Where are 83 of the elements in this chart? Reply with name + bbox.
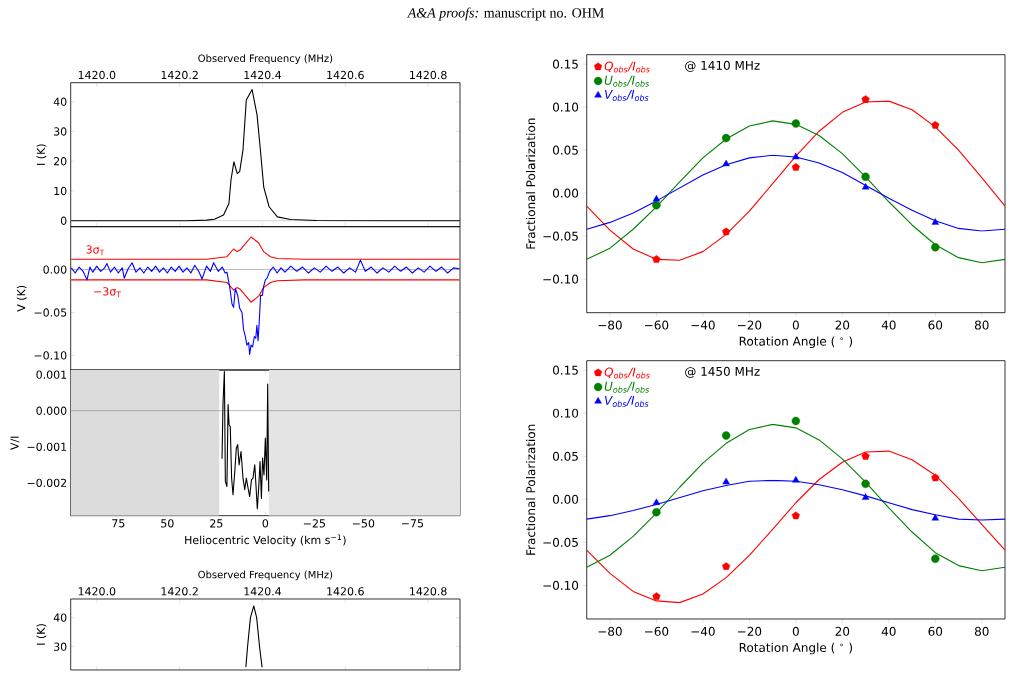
- x-tick-label: −75: [401, 519, 423, 528]
- x-tick-label: −20: [737, 626, 762, 636]
- y-tick-label: 0.000: [36, 406, 67, 415]
- y-tick-label: 40: [53, 613, 67, 622]
- y-tick-label: −0.05: [34, 308, 67, 317]
- x-tick-label: 1420.4: [244, 70, 282, 80]
- x-tick-label: 20: [835, 626, 850, 636]
- y-tick-label: 0.00: [552, 494, 579, 504]
- x-tick-label: −25: [303, 519, 325, 528]
- x-tick-label: −20: [737, 320, 762, 330]
- legend-label: Q$_{obs}$/I$_{obs}$: [604, 367, 650, 379]
- y-tick-label: 10: [54, 186, 67, 196]
- x-tick-label: 40: [881, 320, 896, 330]
- y-axis-title: V (K): [16, 285, 27, 312]
- x-tick-label: 40: [881, 626, 896, 636]
- x-tick-label: 75: [112, 519, 125, 528]
- x-axis-title: Heliocentric Velocity (km s$^{−1}$): [185, 534, 346, 547]
- y-tick-label: 30: [54, 127, 67, 136]
- x-tick-label: −80: [598, 626, 622, 636]
- y-tick-label: 0.15: [552, 365, 578, 375]
- x-axis-title: Observed Frequency (MHz): [198, 570, 333, 581]
- y-tick-label: −0.001: [27, 442, 67, 451]
- x-tick-label: 1420.8: [410, 70, 447, 80]
- y-tick-label: −0.10: [543, 580, 579, 590]
- y-axis-title: V/I: [10, 436, 20, 450]
- x-tick-label: −60: [645, 626, 669, 636]
- x-tick-label: 60: [928, 626, 943, 636]
- x-tick-label: 1420.6: [327, 587, 364, 596]
- y-axis-title: I (K): [36, 624, 47, 645]
- annotation: −3σ$_{T}$: [94, 287, 122, 298]
- annotation: 3σ$_{T}$: [86, 245, 105, 256]
- y-axis-title: Fractional Polarization: [525, 118, 536, 249]
- x-tick-label: −60: [645, 320, 669, 330]
- legend-label: V$_{obs}$/I$_{obs}$: [605, 90, 649, 101]
- y-axis-title: I (K): [36, 144, 47, 165]
- text: A&A proofs: manuscript no. OHM: [406, 7, 604, 21]
- x-tick-label: 1420.0: [78, 70, 116, 80]
- x-tick-label: 1420.8: [410, 587, 447, 596]
- y-tick-label: 0.15: [552, 59, 578, 69]
- y-tick-label: −0.05: [543, 231, 578, 241]
- y-tick-label: 40: [53, 97, 67, 106]
- x-tick-label: −80: [598, 320, 622, 330]
- x-axis-title: Observed Frequency (MHz): [198, 54, 333, 64]
- y-tick-label: 0.00: [43, 265, 67, 274]
- x-tick-label: 1420.2: [161, 70, 198, 80]
- y-tick-label: 0.10: [552, 102, 579, 112]
- y-axis-title: Fractional Polarization: [525, 424, 536, 555]
- y-tick-label: 0.05: [552, 145, 578, 155]
- y-tick-label: 0.10: [552, 408, 579, 418]
- x-tick-label: 1420.2: [161, 587, 198, 596]
- y-tick-label: 0.001: [36, 370, 67, 379]
- annotation: @ 1450 MHz: [685, 366, 760, 378]
- y-tick-label: 0.05: [552, 451, 578, 461]
- legend-label: U$_{obs}$/I$_{obs}$: [604, 75, 650, 87]
- legend-label: V$_{obs}$/I$_{obs}$: [605, 396, 649, 407]
- x-tick-label: 0: [792, 320, 799, 330]
- x-tick-label: −40: [691, 320, 715, 330]
- y-tick-label: 0.00: [552, 188, 579, 198]
- x-tick-label: 50: [161, 519, 174, 528]
- x-tick-label: 1420.0: [78, 587, 116, 596]
- x-tick-label: 80: [974, 320, 989, 330]
- x-axis-title: Rotation Angle ( $^{∘}$ ): [739, 336, 853, 349]
- y-tick-label: 20: [53, 157, 67, 166]
- x-tick-label: −40: [691, 626, 715, 636]
- y-tick-label: −0.002: [27, 478, 67, 488]
- legend-label: U$_{obs}$/I$_{obs}$: [604, 381, 650, 393]
- y-tick-label: 0: [60, 216, 67, 225]
- x-tick-label: 80: [974, 626, 989, 636]
- x-tick-label: 25: [210, 519, 223, 528]
- x-tick-label: −50: [352, 519, 375, 528]
- x-tick-label: 0: [262, 519, 269, 528]
- legend-label: Q$_{obs}$/I$_{obs}$: [604, 61, 650, 73]
- y-tick-label: 30: [54, 642, 67, 651]
- x-axis-title: Rotation Angle ( $^{∘}$ ): [739, 642, 853, 655]
- x-tick-label: 60: [928, 320, 943, 330]
- y-tick-label: −0.05: [543, 537, 578, 547]
- annotation: @ 1410 MHz: [685, 60, 760, 72]
- y-tick-label: −0.10: [543, 274, 579, 284]
- x-tick-label: 0: [792, 626, 799, 636]
- x-tick-label: 1420.4: [244, 587, 282, 596]
- x-tick-label: 20: [835, 320, 850, 330]
- y-tick-label: −0.10: [34, 351, 67, 360]
- x-tick-label: 1420.6: [327, 70, 364, 80]
